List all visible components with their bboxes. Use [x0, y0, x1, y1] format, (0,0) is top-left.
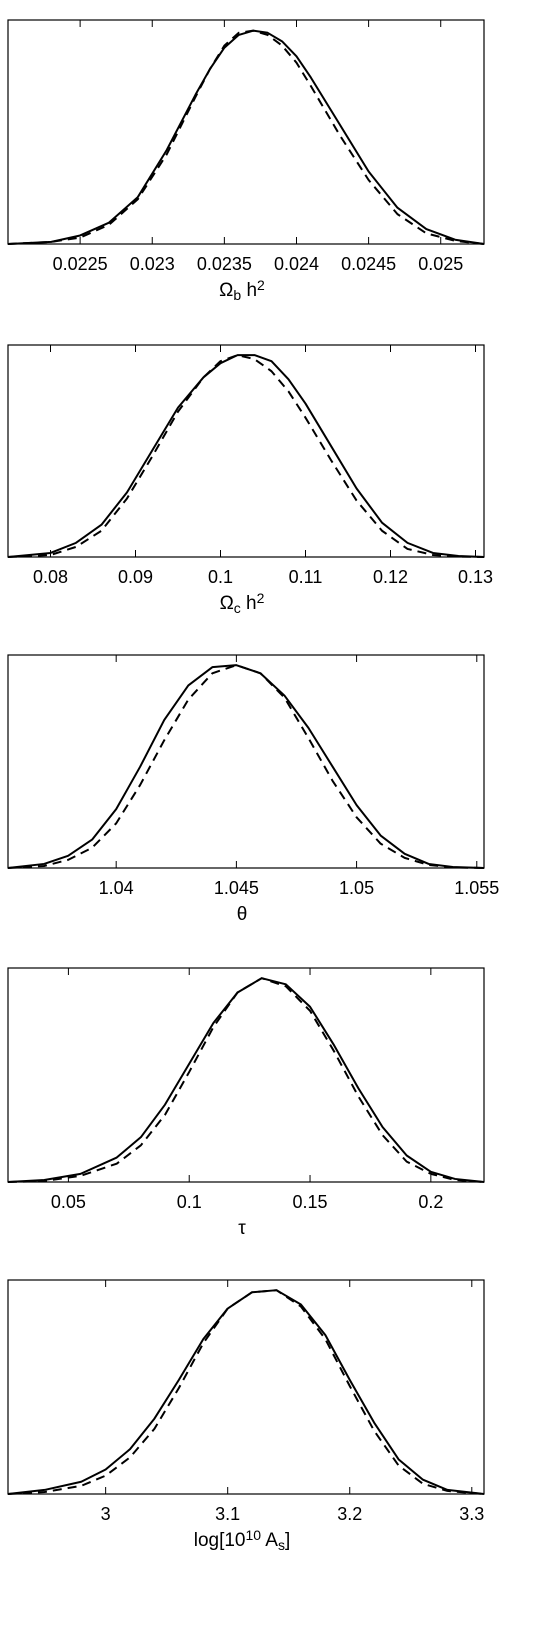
x-tick-label: 1.04	[99, 878, 134, 898]
solid-series-line	[7, 977, 485, 1183]
x-tick-label: 0.15	[293, 1192, 328, 1212]
axes-frame	[7, 19, 485, 245]
x-tick-label: 0.11	[289, 567, 323, 587]
axes-frame	[7, 344, 485, 558]
x-tick-label: 0.12	[373, 567, 408, 587]
panel-5: 3 3.1 3.2 3.3 log[1010 As]	[7, 1279, 485, 1553]
x-tick-label: 1.055	[454, 878, 499, 898]
x-axis-label: Ωb h2	[219, 277, 265, 303]
x-tick-label: 3.2	[337, 1504, 362, 1524]
panel-4: 0.05 0.1 0.15 0.2 τ	[7, 967, 485, 1239]
solid-series-line	[7, 354, 485, 558]
x-tick-label: 0.1	[208, 567, 233, 587]
panel-2: 0.08 0.09 0.1 0.11 0.12 0.13 Ωc h2	[7, 344, 493, 616]
dashed-series-line	[7, 664, 485, 869]
panel-3: 1.04 1.045 1.05 1.055 θ	[7, 654, 499, 925]
x-tick-label: 0.023	[130, 254, 175, 274]
x-axis-label: τ	[238, 1218, 246, 1239]
solid-series-line	[7, 29, 485, 245]
x-tick-label: 0.1	[177, 1192, 202, 1212]
x-tick-label: 3	[101, 1504, 111, 1524]
x-tick-label: 1.05	[339, 878, 374, 898]
dashed-series-line	[7, 29, 485, 245]
solid-series-line	[7, 664, 485, 869]
dashed-series-line	[7, 1289, 485, 1495]
axes-frame	[7, 1279, 485, 1495]
x-tick-label: 0.05	[51, 1192, 86, 1212]
x-tick-label: 0.0225	[53, 254, 108, 274]
x-tick-label: 0.2	[418, 1192, 443, 1212]
solid-series-line	[7, 1289, 485, 1495]
x-axis-label: θ	[237, 904, 248, 925]
x-tick-label: 0.0245	[341, 254, 396, 274]
x-tick-label: 0.13	[458, 567, 493, 587]
x-tick-label: 3.3	[459, 1504, 484, 1524]
dashed-series-line	[7, 977, 485, 1183]
x-tick-label: 0.024	[274, 254, 319, 274]
axes-frame	[7, 654, 485, 869]
x-tick-label: 3.1	[215, 1504, 240, 1524]
panel-1: 0.0225 0.023 0.0235 0.024 0.0245 0.025 Ωb h2	[7, 19, 485, 303]
x-tick-label: 0.09	[118, 567, 153, 587]
x-axis-label: Ωc h2	[220, 590, 265, 616]
axes-frame	[7, 967, 485, 1183]
dashed-series-line	[7, 354, 485, 558]
x-axis-label: log[1010 As]	[194, 1527, 291, 1553]
x-tick-label: 0.0235	[197, 254, 252, 274]
x-tick-label: 0.08	[33, 567, 68, 587]
x-tick-label: 0.025	[418, 254, 463, 274]
x-tick-label: 1.045	[214, 878, 259, 898]
